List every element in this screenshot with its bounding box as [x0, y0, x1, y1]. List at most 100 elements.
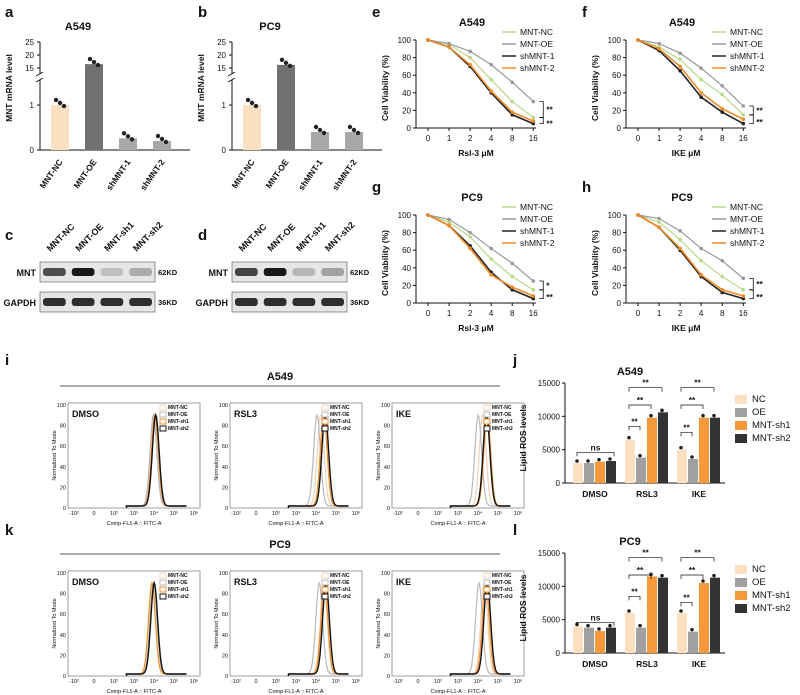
series-line-e-1	[427, 39, 534, 103]
flow-xtick-i: 10⁴	[474, 510, 483, 517]
point-e-0-5	[531, 115, 536, 120]
bar-j-0-1	[584, 463, 594, 483]
sig-e-1: **	[546, 119, 553, 129]
sig-j-1-label: **	[631, 416, 638, 426]
panel-letter-j: j	[512, 352, 517, 369]
panel-letter-a: a	[5, 4, 14, 21]
dot-b-3	[355, 130, 361, 136]
legend-swatch-j-2	[735, 421, 747, 430]
panel-letter-c: c	[5, 227, 13, 244]
dot-b-3	[351, 127, 357, 133]
xcat-a-3: shMNT-2	[138, 157, 167, 192]
point-g-2-4	[510, 288, 515, 292]
flow-ytick-k: 40	[60, 633, 66, 639]
sig-bracket-f-1	[749, 114, 754, 124]
flow-xtick-i: -10²	[231, 511, 241, 517]
ytick-label-h: 20	[612, 281, 621, 290]
dot-l-1-0	[627, 609, 631, 613]
point-f-0-5	[741, 113, 746, 117]
dot-b-2	[317, 127, 323, 133]
xtick-label-g: 16	[529, 309, 538, 318]
flow-ytick-i: 0	[225, 506, 228, 512]
flow-xtick-k: 10⁴	[474, 678, 483, 685]
band-c-0-2	[100, 268, 124, 276]
point-h-3-2	[678, 246, 682, 251]
title-j: A549	[617, 366, 643, 378]
axis-break-b	[227, 77, 236, 83]
dot-j-2-1	[690, 455, 694, 459]
flow-xtick-i: 10³	[130, 511, 138, 517]
flow-legend-label-i-2-0: MNT-NC	[492, 405, 512, 411]
point-f-3-4	[720, 106, 725, 111]
point-h-2-4	[720, 290, 725, 295]
band-d-0-3	[321, 268, 344, 276]
legend-label-f-1: MNT-OE	[730, 39, 763, 49]
blot-strip-d-0	[231, 261, 348, 283]
point-h-3-1	[657, 225, 661, 230]
legend-label-h-2: shMNT-1	[730, 226, 765, 236]
ytick-label-f: 60	[612, 71, 621, 80]
legend-swatch-l-3	[735, 604, 747, 613]
point-g-1-4	[510, 261, 515, 266]
xcat-l-0: DMSO	[582, 659, 608, 669]
sig-j-5	[680, 404, 704, 409]
flow-curve-i-2-3	[449, 412, 511, 508]
series-line-e-0	[427, 39, 534, 118]
flow-xtick-k: 10²	[110, 679, 118, 685]
point-g-3-0	[426, 213, 430, 217]
ytick-label-e: 0	[407, 124, 412, 133]
sig-bracket-g-1	[539, 289, 544, 299]
dot-a-3	[155, 133, 161, 139]
flow-legend-swatch-i-1-0	[321, 404, 329, 411]
xtick-label-h: 8	[720, 309, 725, 318]
dot-l-1-1	[638, 623, 642, 628]
ytick-label-j: 10000	[538, 412, 561, 421]
dot-l-2-2	[701, 579, 705, 583]
ytick-label-e: 20	[402, 106, 411, 115]
point-f-0-2	[678, 57, 682, 62]
flow-xtick-k: 10⁶	[190, 678, 198, 685]
xtick-label-e: 2	[468, 134, 473, 143]
point-h-1-5	[741, 276, 746, 281]
point-h-0-3	[699, 258, 703, 263]
point-h-3-4	[720, 288, 725, 292]
point-f-1-3	[699, 66, 703, 70]
flow-xtick-k: 10²	[434, 679, 442, 685]
panel-letter-i: i	[5, 352, 9, 369]
xtick-label-h: 4	[699, 309, 704, 318]
point-g-3-4	[510, 285, 515, 289]
flow-frame-k-0	[67, 570, 201, 677]
point-e-1-5	[531, 99, 536, 104]
sig-bracket-h-1	[749, 289, 754, 299]
band-d-0-1	[263, 268, 287, 276]
dot-a-0	[57, 100, 63, 106]
dot-b-0	[245, 97, 251, 103]
flow-xtick-k: 10⁵	[170, 678, 178, 685]
flow-legend-swatch-k-0-0	[159, 572, 167, 579]
flow-legend-swatch-i-0-1	[159, 411, 167, 418]
point-g-0-1	[447, 220, 451, 224]
ytick-label-f: 40	[612, 89, 621, 98]
sig-j-3-label: **	[642, 378, 649, 388]
band-d-0-0	[235, 268, 258, 276]
flow-frame-i-2	[391, 402, 525, 509]
flow-legend-label-k-0-2: MNT-sh1	[168, 587, 189, 593]
band-d-1-3	[321, 298, 344, 306]
series-line-g-3	[427, 214, 534, 297]
flow-legend-label-i-1-0: MNT-NC	[330, 405, 350, 411]
flow-legend-swatch-i-1-1	[321, 411, 329, 418]
flow-ytick-i: 0	[63, 506, 66, 512]
sig-l-2-label: **	[637, 565, 644, 575]
point-e-1-2	[468, 49, 472, 54]
ytick-label-e: 40	[402, 89, 411, 98]
dot-j-2-3	[712, 413, 716, 418]
bar-j-2-1	[688, 459, 698, 483]
flow-legend-label-k-2-2: MNT-sh1	[492, 587, 513, 593]
flow-xlabel-k-2: Comp-FL1-A :: FITC-A	[430, 689, 485, 695]
band-c-0-3	[129, 268, 152, 276]
sig-g-1: **	[546, 292, 553, 302]
sig-j-6	[680, 387, 715, 392]
flow-ytick-k: 0	[387, 674, 390, 680]
point-h-3-5	[741, 294, 746, 298]
band-d-1-2	[292, 298, 316, 306]
